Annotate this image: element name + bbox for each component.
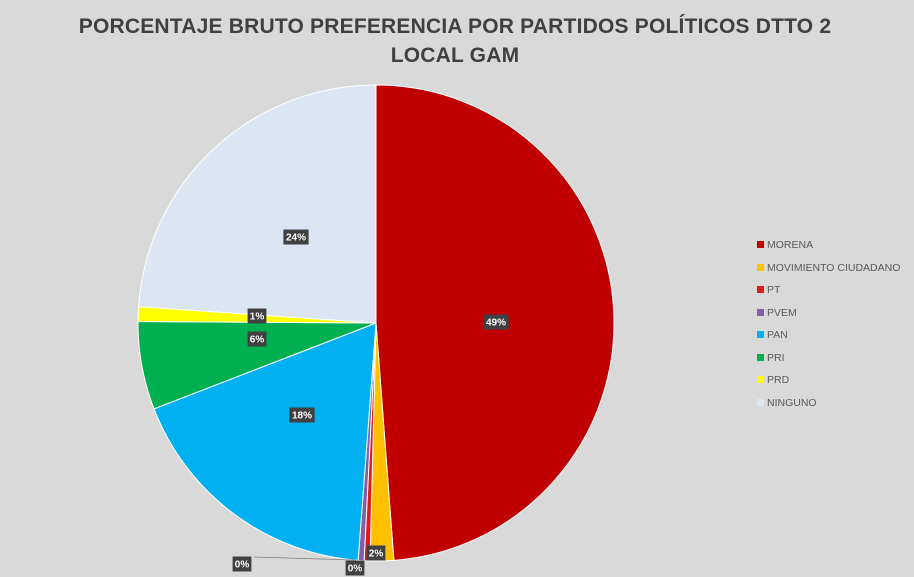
data-label-prd: 1% — [247, 308, 267, 324]
data-label-pri: 6% — [247, 331, 267, 347]
legend-swatch — [757, 331, 764, 338]
legend-item-pan: PAN — [757, 324, 907, 347]
legend: MORENA MOVIMIENTO CIUDADANO PT PVEM PAN PRI PR… — [757, 234, 907, 414]
legend-item-morena: MORENA — [757, 234, 907, 257]
data-label-text: 49% — [486, 318, 506, 329]
data-label-ninguno: 24% — [283, 229, 309, 245]
legend-item-pri: PRI — [757, 347, 907, 370]
data-label-text: 6% — [250, 335, 265, 346]
data-label-pan: 18% — [289, 407, 315, 423]
legend-label: PRI — [767, 351, 785, 364]
legend-label: MORENA — [767, 239, 814, 251]
legend-swatch — [757, 308, 764, 316]
legend-label: PVEM — [767, 306, 797, 319]
data-label-box — [247, 331, 267, 347]
legend-label: MOVIMIENTO CIUDADANO — [767, 261, 901, 274]
legend-item-prd: PRD — [757, 369, 907, 392]
data-label-morena: 49% — [483, 314, 509, 330]
data-label-box — [366, 545, 386, 561]
legend-swatch — [757, 353, 764, 361]
data-label-box — [283, 229, 309, 245]
legend-swatch — [757, 376, 764, 383]
legend-label: NINGUNO — [767, 396, 817, 409]
data-label-box — [247, 308, 267, 324]
data-label-box — [483, 314, 509, 330]
legend-item-pt: PT — [757, 279, 907, 302]
legend-swatch — [757, 263, 764, 271]
data-label-box — [345, 560, 365, 576]
legend-swatch — [757, 286, 764, 293]
chart-title: PORCENTAJE BRUTO PREFERENCIA POR PARTIDO… — [78, 15, 832, 67]
data-label-text: 0% — [348, 564, 363, 575]
pie-slice-pan — [153, 322, 377, 561]
leader-line — [253, 556, 356, 561]
legend-label: PT — [767, 284, 781, 296]
pie-slice-ninguno — [138, 84, 377, 324]
legend-item-ninguno: NINGUNO — [757, 392, 907, 415]
legend-label: PRD — [767, 374, 790, 386]
data-label-text: 1% — [250, 312, 265, 323]
legend-item-movimiento-ciudadano: MOVIMIENTO CIUDADANO — [757, 257, 907, 280]
data-label-movimiento-ciudadano: 2% — [366, 545, 386, 561]
data-label-text: 24% — [286, 233, 306, 244]
data-label-text: 0% — [235, 560, 250, 571]
legend-swatch — [757, 241, 764, 248]
data-label-pt: 0% — [232, 556, 252, 572]
data-label-box — [232, 556, 252, 572]
data-label-text: 18% — [292, 411, 312, 422]
data-label-text: 2% — [369, 549, 384, 560]
data-label-pvem: 0% — [345, 560, 365, 576]
legend-item-pvem: PVEM — [757, 302, 907, 325]
legend-swatch — [757, 398, 764, 406]
legend-label: PAN — [767, 329, 788, 341]
data-label-box — [289, 407, 315, 423]
